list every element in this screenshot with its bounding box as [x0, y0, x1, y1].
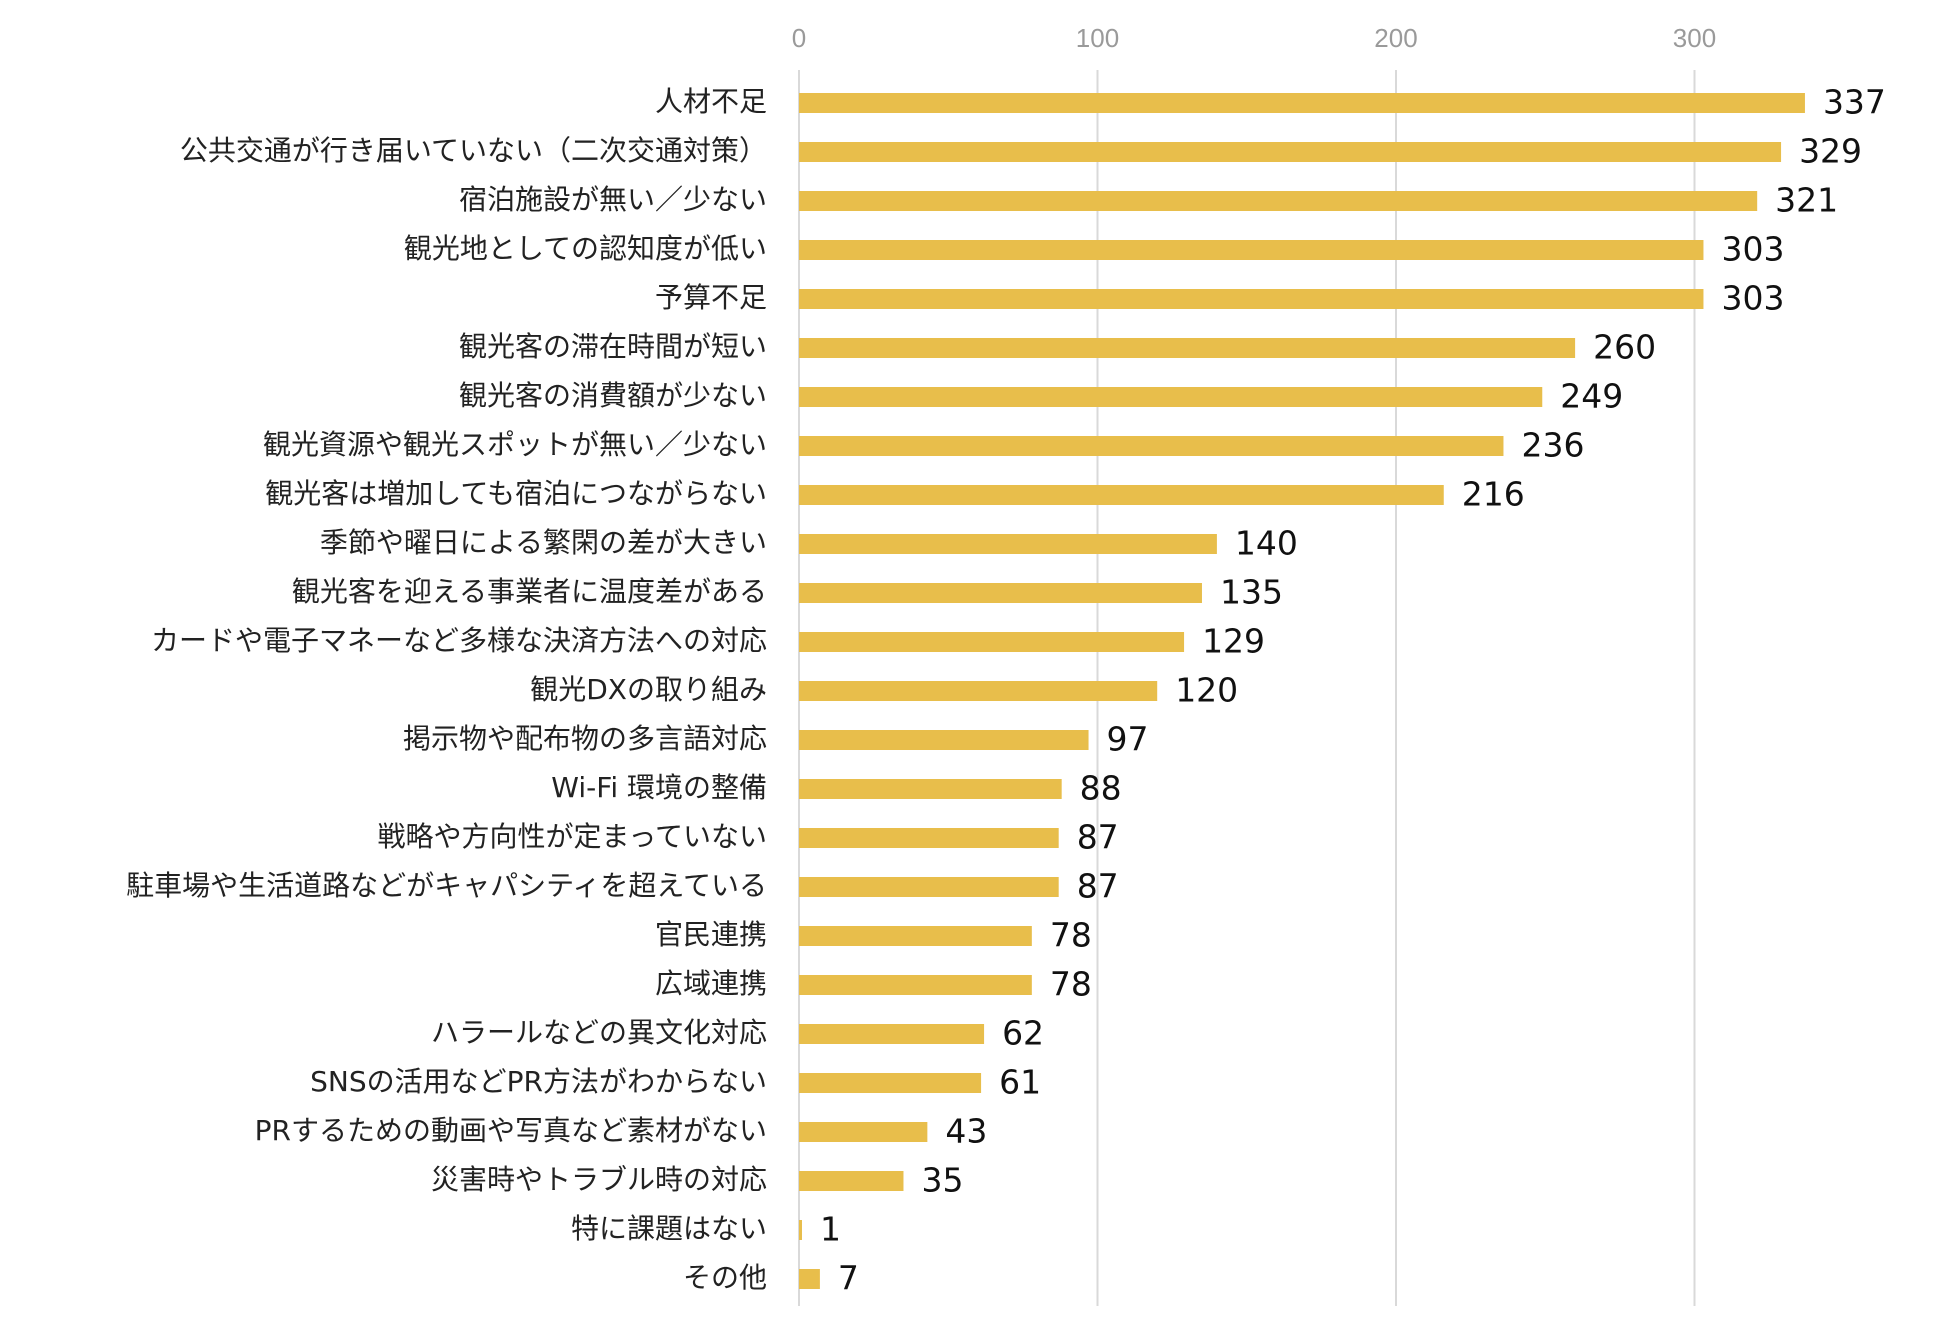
bar [799, 681, 1158, 701]
category-label: 観光客の滞在時間が短い [459, 330, 767, 363]
bar [799, 1073, 982, 1093]
bar [799, 632, 1185, 652]
value-label: 97 [1107, 720, 1149, 759]
bar [799, 1171, 904, 1191]
value-label: 1 [820, 1210, 841, 1249]
bar [799, 583, 1202, 603]
bar [799, 779, 1062, 799]
value-label: 62 [1002, 1014, 1044, 1053]
category-label: Wi-Fi 環境の整備 [551, 771, 767, 804]
bar [799, 926, 1032, 946]
value-label: 78 [1050, 965, 1092, 1004]
category-label: 公共交通が行き届いていない（二次交通対策） [180, 134, 767, 167]
category-label: 観光DXの取り組み [530, 673, 767, 706]
value-label: 87 [1077, 867, 1119, 906]
value-label: 61 [999, 1063, 1041, 1102]
category-label: 観光客の消費額が少ない [459, 379, 767, 412]
category-label: SNSの活用などPR方法がわからない [310, 1065, 767, 1098]
value-label: 321 [1775, 181, 1838, 220]
bar [799, 975, 1032, 995]
bar [799, 485, 1444, 505]
bar [799, 240, 1704, 260]
bars [799, 93, 1805, 1289]
category-label: 観光地としての認知度が低い [404, 232, 767, 265]
bar [799, 828, 1059, 848]
category-label: 観光資源や観光スポットが無い／少ない [263, 428, 767, 461]
value-label: 140 [1235, 524, 1298, 563]
value-label: 249 [1560, 377, 1623, 416]
value-label: 129 [1202, 622, 1265, 661]
value-label: 260 [1593, 328, 1656, 367]
category-label: 官民連携 [655, 918, 767, 951]
category-label: 特に課題はない [571, 1212, 767, 1245]
category-label: 戦略や方向性が定まっていない [378, 820, 767, 853]
x-tick-label: 300 [1673, 23, 1716, 53]
value-label: 7 [838, 1259, 859, 1298]
value-label: 303 [1721, 230, 1784, 269]
category-label: カードや電子マネーなど多様な決済方法への対応 [151, 624, 767, 657]
value-label: 329 [1799, 132, 1862, 171]
bar [799, 877, 1059, 897]
value-label: 216 [1462, 475, 1525, 514]
value-label: 43 [945, 1112, 987, 1151]
value-label: 35 [921, 1161, 963, 1200]
value-label: 88 [1080, 769, 1122, 808]
bar [799, 534, 1217, 554]
bar [799, 338, 1576, 358]
category-label: 災害時やトラブル時の対応 [431, 1163, 767, 1196]
bar [799, 1220, 802, 1240]
bar [799, 1122, 928, 1142]
bar [799, 289, 1704, 309]
x-axis-ticks: 0 100 200 300 [792, 23, 1716, 53]
category-label: 人材不足 [655, 85, 767, 118]
bar [799, 1024, 985, 1044]
bar [799, 93, 1805, 113]
x-tick-label: 100 [1076, 23, 1119, 53]
bar [799, 387, 1543, 407]
category-label: その他 [683, 1261, 767, 1294]
value-label: 337 [1823, 83, 1886, 122]
category-label: ハラールなどの異文化対応 [431, 1016, 767, 1049]
category-label: 観光客は増加しても宿泊につながらない [265, 477, 767, 510]
bar [799, 191, 1758, 211]
category-label: 観光客を迎える事業者に温度差がある [292, 575, 767, 608]
x-tick-label: 200 [1374, 23, 1417, 53]
category-label: 季節や曜日による繁閑の差が大きい [320, 526, 767, 559]
category-label: 宿泊施設が無い／少ない [459, 183, 767, 216]
value-label: 135 [1220, 573, 1283, 612]
value-label: 236 [1521, 426, 1584, 465]
x-tick-label: 0 [792, 23, 806, 53]
category-label: 広域連携 [655, 967, 767, 1000]
bar [799, 436, 1504, 456]
category-label: 予算不足 [655, 281, 767, 314]
bar [799, 730, 1089, 750]
value-label: 87 [1077, 818, 1119, 857]
category-label: 掲示物や配布物の多言語対応 [403, 722, 767, 755]
value-labels: 3373293213033032602492362161401351291209… [820, 83, 1886, 1298]
bar [799, 1269, 820, 1289]
bar [799, 142, 1782, 162]
value-label: 120 [1175, 671, 1238, 710]
category-label: 駐車場や生活道路などがキャパシティを超えている [126, 869, 767, 902]
category-label: PRするための動画や写真など素材がない [255, 1114, 767, 1147]
value-label: 303 [1721, 279, 1784, 318]
value-label: 78 [1050, 916, 1092, 955]
